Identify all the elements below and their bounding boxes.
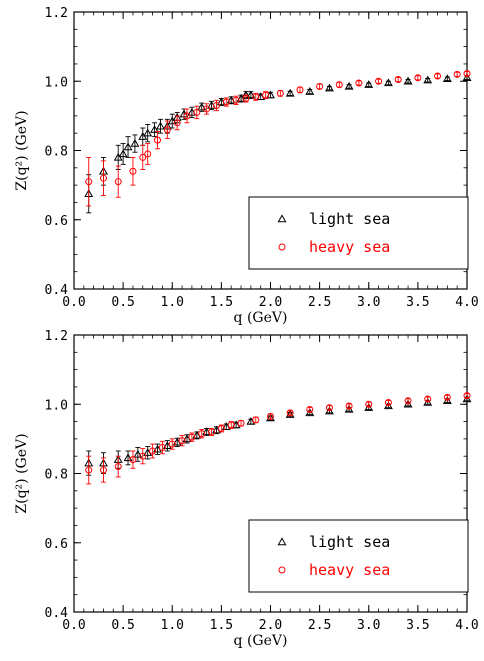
y-tick-label: 0.6: [45, 537, 68, 552]
x-tick-label: 3.5: [406, 295, 429, 310]
x-tick-label: 0.5: [111, 295, 134, 310]
x-tick-label: 4.0: [455, 295, 478, 310]
legend: light sea heavy sea: [249, 197, 468, 269]
x-tick-label: 3.5: [406, 618, 429, 633]
x-axis-title: q (GeV): [234, 310, 288, 326]
series-heavy-sea: [86, 71, 470, 206]
x-tick-label: 4.0: [455, 618, 478, 633]
x-tick-label: 1.0: [161, 618, 184, 633]
chart-panel-1: 0.0 0.5 1.0 1.5 2.0 2.5 3.0 3.5 4.0 0.4 0.6 0.8 1.0 1…: [14, 6, 479, 326]
x-tick-label: 1.0: [161, 295, 184, 310]
x-tick-label: 2.5: [308, 618, 331, 633]
y-tick-label: 0.8: [45, 468, 68, 483]
y-tick-label: 1.2: [45, 6, 68, 21]
legend-label: light sea: [309, 533, 390, 551]
y-axis-title: Z(q²) (GeV): [14, 110, 30, 190]
x-tick-label: 1.5: [210, 618, 233, 633]
x-tick-label: 3.0: [357, 618, 380, 633]
legend-box: [249, 197, 468, 269]
legend-label: heavy sea: [309, 238, 390, 256]
series-heavy-sea: [86, 393, 470, 484]
y-tick-label: 0.6: [45, 214, 68, 229]
y-axis-title: Z(q²) (GeV): [14, 433, 30, 513]
x-tick-label: 2.5: [308, 295, 331, 310]
x-tick-label: 2.0: [259, 295, 282, 310]
legend-label: light sea: [309, 210, 390, 228]
chart-panel-2: 0.0 0.5 1.0 1.5 2.0 2.5 3.0 3.5 4.0 0.4 0.6 0.8 1.0 1…: [14, 329, 479, 649]
y-tick-label: 1.0: [45, 75, 68, 90]
x-axis-title: q (GeV): [234, 633, 288, 649]
x-tick-label: 2.0: [259, 618, 282, 633]
x-tick-label: 0.5: [111, 618, 134, 633]
y-tick-label: 0.8: [45, 145, 68, 160]
y-tick-label: 0.4: [45, 606, 69, 621]
x-tick-label: 1.5: [210, 295, 233, 310]
y-tick-label: 1.0: [45, 398, 68, 413]
y-tick-label: 0.4: [45, 283, 69, 298]
y-tick-label: 1.2: [45, 329, 68, 344]
legend-label: heavy sea: [309, 561, 390, 579]
x-tick-label: 3.0: [357, 295, 380, 310]
legend: light sea heavy sea: [249, 520, 468, 592]
legend-box: [249, 520, 468, 592]
